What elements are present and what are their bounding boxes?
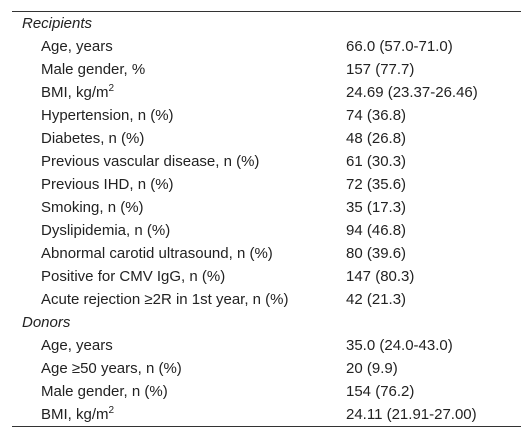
table-row: Male gender, n (%) 154 (76.2) [12,380,521,403]
row-value: 20 (9.9) [346,360,398,377]
row-value: 66.0 (57.0-71.0) [346,38,453,55]
row-value: 35 (17.3) [346,199,407,216]
row-value: 42 (21.3) [346,291,407,308]
row-value: 24.11 (21.91-27.00) [346,406,477,423]
table-row: Dyslipidemia, n (%) 94 (46.8) [12,219,521,242]
row-value: 154 (76.2) [346,383,415,400]
section-header-recipients: Recipients [22,15,93,32]
row-label: Smoking, n (%) [41,199,144,216]
row-value: 72 (35.6) [346,176,407,193]
table-row: BMI, kg/m2 24.11 (21.91-27.00) [12,403,521,426]
table-row: Previous vascular disease, n (%) 61 (30.… [12,150,521,173]
table-row: Male gender, % 157 (77.7) [12,58,521,81]
section-header-donors: Donors [22,314,71,331]
row-value: 147 (80.3) [346,268,415,285]
row-value: 48 (26.8) [346,130,407,147]
table-row: Age, years 66.0 (57.0-71.0) [12,35,521,58]
row-label: Abnormal carotid ultrasound, n (%) [41,245,273,262]
table-row: Smoking, n (%) 35 (17.3) [12,196,521,219]
row-value: 61 (30.3) [346,153,407,170]
row-label: Hypertension, n (%) [41,107,174,124]
row-label: Age, years [41,38,113,55]
row-label-container: BMI, kg/m2 [12,81,336,104]
table-row: Hypertension, n (%) 74 (36.8) [12,104,521,127]
row-label: Positive for CMV IgG, n (%) [41,268,226,285]
row-label: Male gender, % [41,61,146,78]
row-value: 80 (39.6) [346,245,407,262]
row-label: BMI, kg/m [41,406,109,423]
row-label-superscript: 2 [108,405,115,416]
table-row: Previous IHD, n (%) 72 (35.6) [12,173,521,196]
row-label: Diabetes, n (%) [41,130,145,147]
table-row: Abnormal carotid ultrasound, n (%) 80 (3… [12,242,521,265]
row-label: Age ≥50 years, n (%) [41,360,182,377]
row-label: BMI, kg/m [41,84,109,101]
row-label: Previous vascular disease, n (%) [41,153,260,170]
row-value: 157 (77.7) [346,61,415,78]
characteristics-table: Recipients Age, years 66.0 (57.0-71.0) M… [12,11,521,427]
row-label-container: BMI, kg/m2 [12,403,336,426]
row-label: Acute rejection ≥2R in 1st year, n (%) [41,291,289,308]
table-row: BMI, kg/m2 24.69 (23.37-26.46) [12,81,521,104]
table-row: Positive for CMV IgG, n (%) 147 (80.3) [12,265,521,288]
row-label: Previous IHD, n (%) [41,176,174,193]
table-row: Age, years 35.0 (24.0-43.0) [12,334,521,357]
row-value: 74 (36.8) [346,107,407,124]
row-label: Male gender, n (%) [41,383,168,400]
table-row: Age ≥50 years, n (%) 20 (9.9) [12,357,521,380]
row-label: Dyslipidemia, n (%) [41,222,171,239]
row-label: Age, years [41,337,113,354]
table-row: Acute rejection ≥2R in 1st year, n (%) 4… [12,288,521,311]
row-value: 94 (46.8) [346,222,407,239]
table-row: Diabetes, n (%) 48 (26.8) [12,127,521,150]
row-value: 35.0 (24.0-43.0) [346,337,453,354]
row-label-superscript: 2 [108,83,115,94]
row-value: 24.69 (23.37-26.46) [346,84,478,101]
